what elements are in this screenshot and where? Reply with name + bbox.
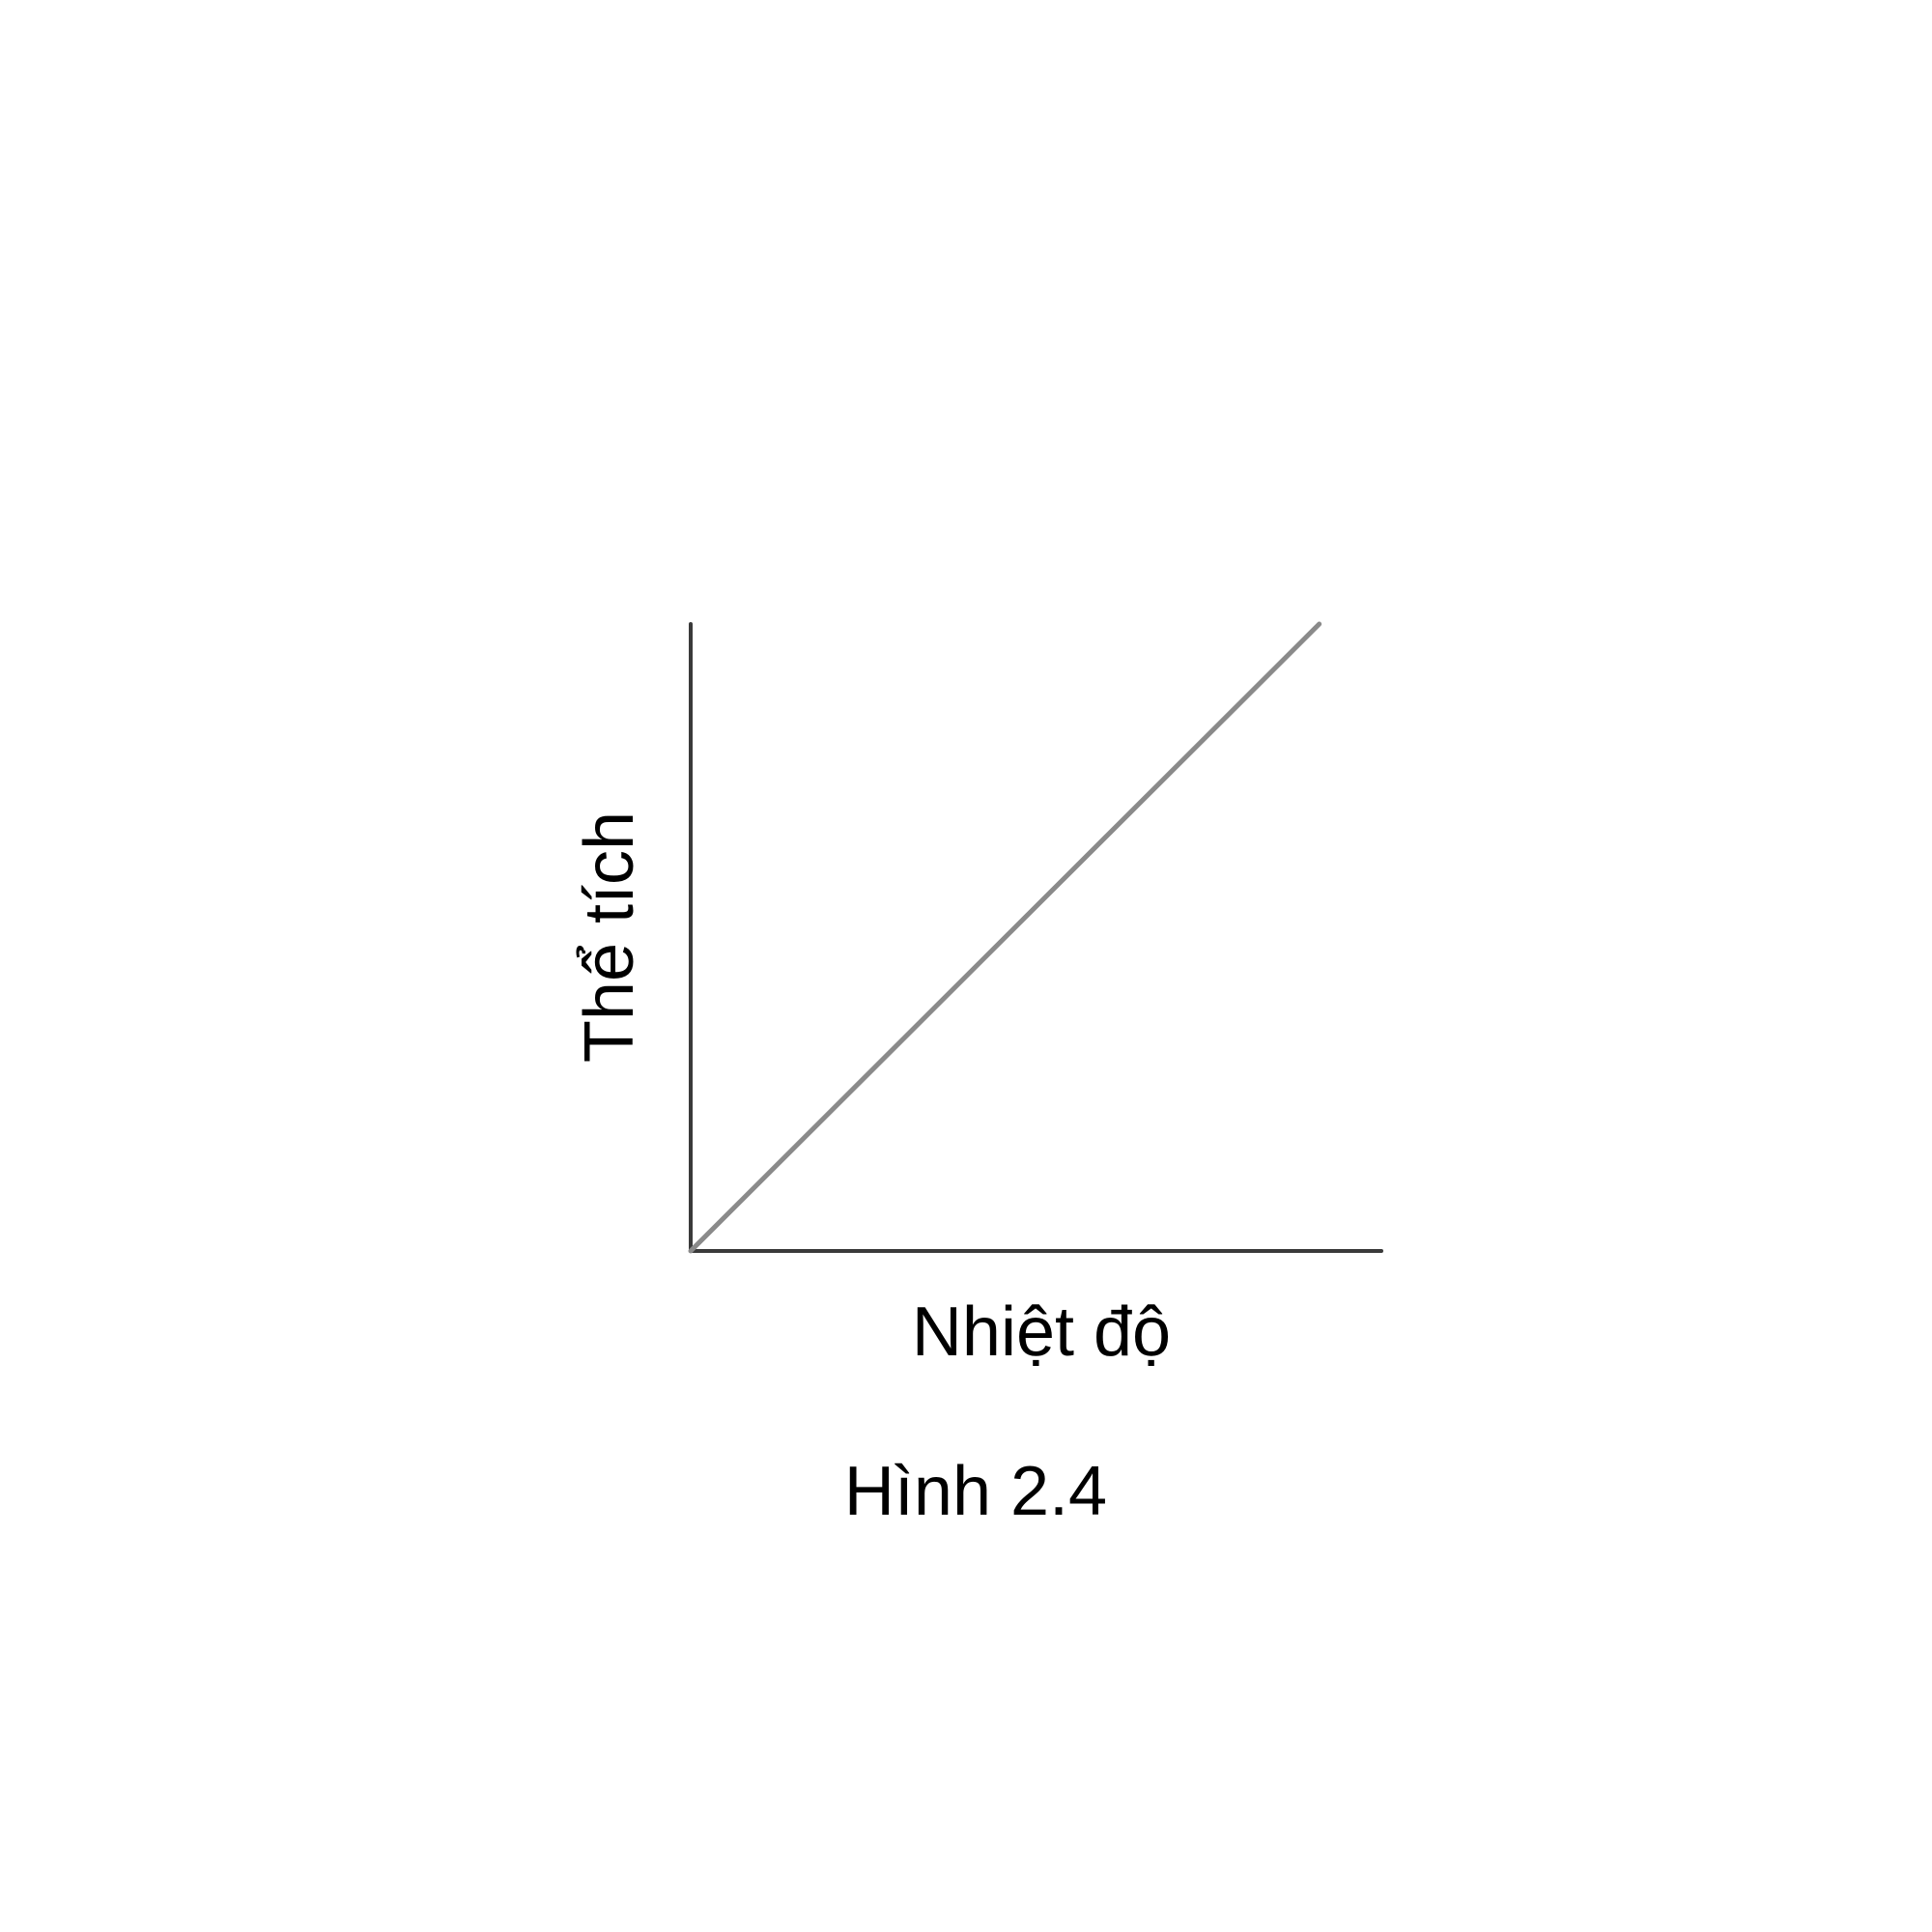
x-axis-label: Nhiệt độ [912, 1293, 1171, 1371]
series-line-1 [688, 621, 1322, 1254]
y-axis-label: Thể tích [571, 811, 648, 1063]
series-group [688, 621, 1322, 1254]
figure-caption: Hình 2.4 [844, 1453, 1107, 1530]
